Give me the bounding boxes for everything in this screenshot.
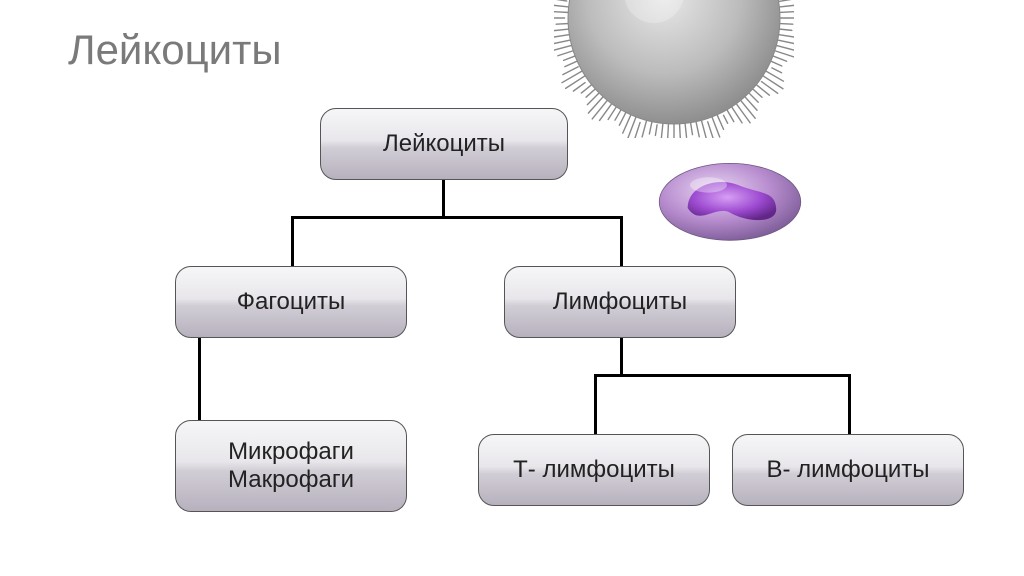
node-label: Микрофаги Макрофаги [228,438,354,494]
connector-line [594,374,851,377]
node-lymphocytes: Лимфоциты [504,266,736,338]
node-label: Лейкоциты [383,130,505,158]
connector-line [620,216,623,266]
node-leukocytes-root: Лейкоциты [320,108,568,180]
node-t-lymphocytes: Т- лимфоциты [478,434,710,506]
node-label: В- лимфоциты [766,456,929,484]
connector-line [291,216,623,219]
lymphocyte-purple-cell-icon [640,148,820,248]
slide: Лейкоциты Лейкоциты Фагоциты Лимфоциты М… [0,0,1024,576]
leukocyte-spiky-cell-icon [554,0,794,138]
node-b-lymphocytes: В- лимфоциты [732,434,964,506]
node-label: Лимфоциты [553,288,687,316]
connector-line [594,374,597,434]
node-microphages-macrophages: Микрофаги Макрофаги [175,420,407,512]
node-label: Фагоциты [237,288,346,316]
page-title: Лейкоциты [68,26,282,74]
node-label: Т- лимфоциты [513,456,675,484]
connector-line [848,374,851,434]
connector-line [442,180,445,216]
connector-line [291,216,294,266]
connector-line [198,338,201,420]
node-phagocytes: Фагоциты [175,266,407,338]
connector-line [620,338,623,374]
